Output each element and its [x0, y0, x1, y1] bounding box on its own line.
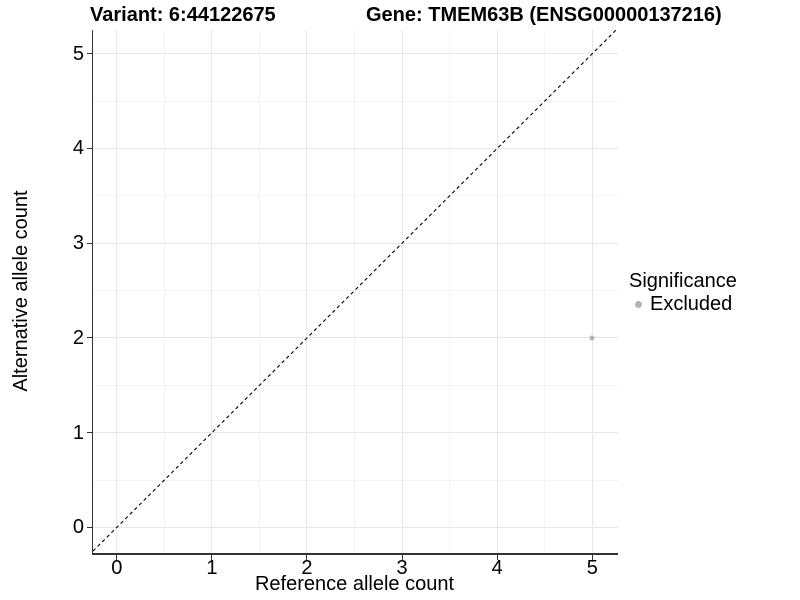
major-gridline-x: [211, 30, 213, 553]
x-axis-tick: [211, 555, 213, 560]
minor-gridline-y: [93, 479, 618, 481]
identity-reference-line: [92, 29, 617, 552]
y-axis-title: Alternative allele count: [10, 190, 32, 392]
minor-gridline-x: [449, 30, 451, 553]
y-axis-tick: [87, 242, 92, 244]
minor-gridline-x: [544, 30, 546, 553]
major-gridline-x: [401, 30, 403, 553]
x-tick-label: 2: [301, 557, 313, 579]
major-gridline-y: [93, 526, 618, 528]
x-tick-label: 1: [206, 557, 218, 579]
x-axis-tick: [591, 555, 593, 560]
minor-gridline-y: [93, 290, 618, 292]
minor-gridline-x: [163, 30, 165, 553]
minor-gridline-y: [93, 100, 618, 102]
y-tick-label: 5: [72, 42, 84, 65]
x-axis-tick: [401, 555, 403, 560]
major-gridline-y: [93, 147, 618, 149]
y-tick-label: 1: [72, 421, 84, 444]
plot-panel: 0 1 2 3 4 5 0 1 2 3 4 5: [73, 29, 618, 579]
y-axis-tick: [87, 432, 92, 434]
legend-item: Excluded: [629, 293, 737, 315]
legend: Significance Excluded: [629, 270, 737, 315]
y-axis-tick: [87, 526, 92, 528]
minor-gridline-y: [93, 195, 618, 197]
x-axis-tick: [116, 555, 118, 560]
legend-title: Significance: [629, 270, 737, 292]
x-tick-label: 0: [111, 557, 123, 579]
x-axis-title: Reference allele count: [254, 573, 454, 595]
x-axis-tick: [496, 555, 498, 560]
major-gridline-y: [93, 337, 618, 339]
gene-title: Gene: TMEM63B (ENSG00000137216): [366, 4, 722, 26]
y-tick-label: 2: [72, 326, 84, 349]
y-axis-tick: [87, 147, 92, 149]
legend-items: Excluded: [629, 293, 737, 315]
minor-gridline-x: [354, 30, 356, 553]
major-gridline-y: [93, 242, 618, 244]
minor-gridline-x: [258, 30, 260, 553]
x-tick-label: 3: [396, 557, 408, 579]
x-axis-tick: [306, 555, 308, 560]
x-tick-label: 5: [586, 557, 598, 579]
major-gridline-x: [496, 30, 498, 553]
major-gridline-x: [591, 30, 593, 553]
major-gridline-x: [116, 30, 118, 553]
y-axis-tick: [87, 53, 92, 55]
y-tick-label: 4: [72, 137, 84, 160]
variant-title: Variant: 6:44122675: [90, 4, 276, 26]
y-axis-tick: [87, 337, 92, 339]
major-gridline-y: [93, 432, 618, 434]
minor-gridline-y: [93, 384, 618, 386]
y-tick-label: 3: [72, 232, 84, 255]
major-gridline-y: [93, 53, 618, 55]
major-gridline-x: [306, 30, 308, 553]
x-tick-label: 4: [491, 557, 503, 579]
y-tick-label: 0: [72, 516, 84, 539]
legend-item-label: Excluded: [650, 293, 733, 315]
data-point: [589, 335, 595, 341]
legend-point-icon: [635, 300, 642, 308]
